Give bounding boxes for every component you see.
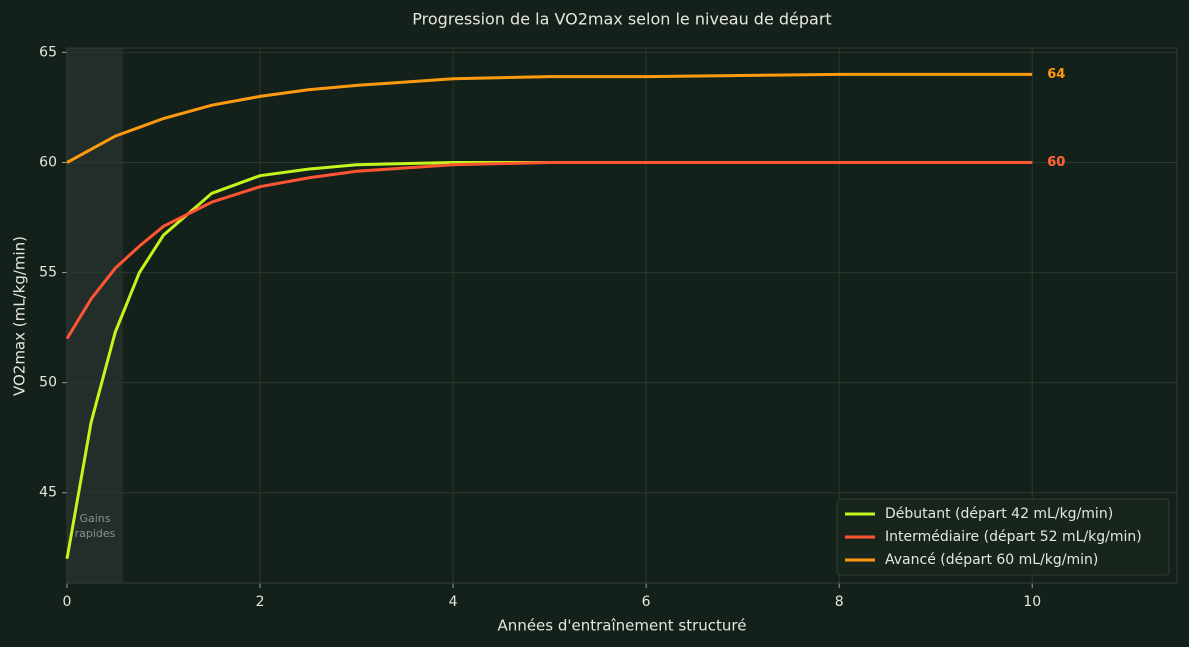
- x-tick-label: 8: [835, 594, 844, 610]
- x-tick-label: 2: [256, 594, 265, 610]
- highlight-label: Gains: [79, 512, 110, 525]
- y-axis-label: VO2max (mL/kg/min): [11, 236, 29, 396]
- y-tick-label: 45: [39, 485, 57, 501]
- plot-frame: [66, 47, 1178, 584]
- legend-label: Débutant (départ 42 mL/kg/min): [885, 506, 1113, 522]
- legend-label: Intermédiaire (départ 52 mL/kg/min): [885, 529, 1142, 545]
- end-label: 60: [1047, 155, 1065, 170]
- series-line: [66, 72, 1033, 164]
- x-tick-label: 10: [1023, 594, 1041, 610]
- legend-box: [836, 498, 1170, 576]
- y-tick-label: 50: [39, 375, 57, 391]
- series-line: [65, 161, 1033, 340]
- end-label: 64: [1047, 67, 1065, 82]
- y-tick-label: 65: [39, 44, 57, 60]
- x-axis-label: Années d'entraînement structuré: [498, 617, 747, 635]
- x-tick-label: 0: [63, 594, 72, 610]
- x-tick-label: 4: [449, 594, 458, 610]
- y-tick-label: 60: [39, 154, 57, 170]
- highlight-label: rapides: [75, 527, 116, 540]
- legend-label: Avancé (départ 60 mL/kg/min): [885, 552, 1098, 568]
- x-tick-label: 6: [642, 594, 651, 610]
- end-label: 60: [1047, 155, 1065, 170]
- y-tick-label: 55: [39, 265, 57, 281]
- chart-title: Progression de la VO2max selon le niveau…: [412, 10, 831, 29]
